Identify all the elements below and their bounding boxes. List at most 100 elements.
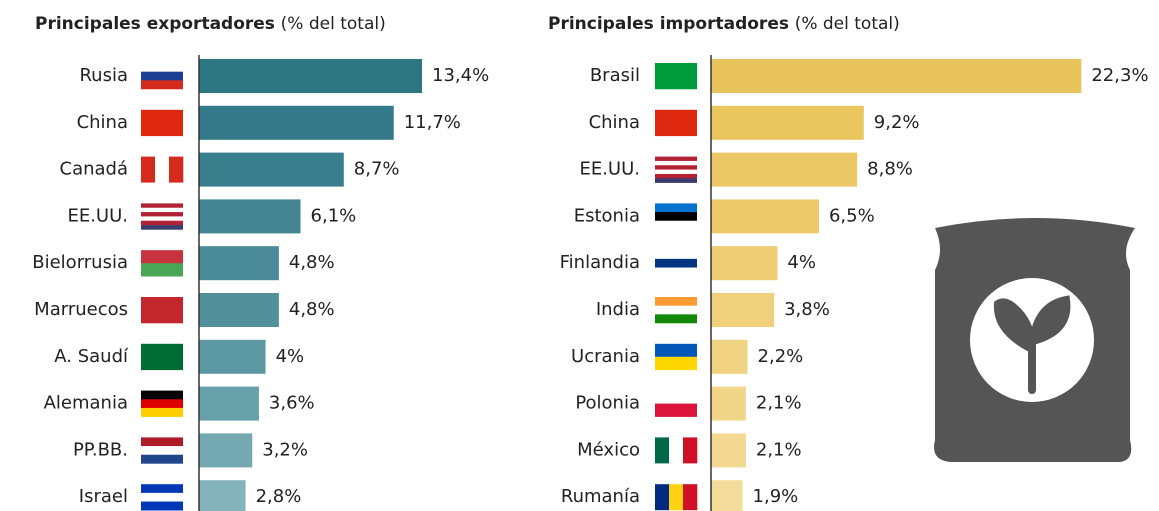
bar [199,199,301,234]
flag-stripe [655,484,670,511]
flag [655,250,697,277]
value-label: 3,6% [269,393,315,414]
flag-stripe [655,390,697,404]
flag [655,63,697,90]
bar [711,293,775,327]
flag-stripe [655,173,697,179]
bar [199,480,246,511]
flag [655,109,697,137]
value-label: 4,8% [289,299,335,320]
bar [711,339,748,374]
category-label: México [577,439,640,460]
flag-stripe [141,343,183,371]
flag-stripe [169,156,184,183]
value-label: 9,2% [874,112,920,133]
flag-stripe [141,207,183,213]
flag [141,297,183,324]
flag-stripe [141,454,183,464]
value-label: 2,8% [256,486,302,507]
flag-stripe [141,63,183,72]
value-label: 22,3% [1091,65,1148,86]
flag-stripe [655,437,670,464]
bar [711,59,1082,93]
bar [199,339,266,374]
value-label: 3,8% [784,299,830,320]
value-label: 3,2% [262,439,308,460]
category-label: A. Saudí [54,346,129,367]
flag-stripe [141,71,183,81]
chart-title: Principales exportadores (% del total) [35,13,386,34]
bar [711,246,778,281]
flag [655,484,698,511]
bar [199,59,423,93]
value-label: 4% [787,252,816,273]
flag [141,250,183,277]
flag-stripe [655,403,697,417]
flag-stripe [669,484,684,511]
value-label: 2,1% [756,393,802,414]
value-label: 2,1% [756,439,802,460]
bar [199,246,279,281]
category-label: Bielorrusia [32,252,128,273]
bar [711,433,746,468]
flag-stripe [655,109,697,137]
flag-stripe [669,437,684,464]
flag-stripe [141,263,183,277]
chart-title: Principales importadores (% del total) [548,13,900,34]
category-label: China [589,112,640,133]
flag-stripe [655,169,697,175]
flag [141,437,183,464]
flag-stripe [141,220,183,226]
value-label: 13,4% [432,65,489,86]
category-label: Finlandia [560,252,640,273]
bar [711,480,743,511]
category-label: Marruecos [34,299,128,320]
flag [655,156,697,183]
title: Principales exportadores [35,14,275,34]
flag-stripe [655,258,697,268]
flag-stripe [655,297,697,306]
flag-stripe [141,156,156,183]
category-label: EE.UU. [579,159,640,180]
flag-stripe [141,212,183,217]
bar [711,152,858,187]
bar [199,105,394,140]
bar [199,433,253,468]
flag-stripe [141,203,183,209]
flag-stripe [141,501,183,511]
flag-stripe [655,178,697,183]
flag [141,63,183,90]
value-label: 11,7% [404,112,461,133]
value-label: 4% [276,346,305,367]
flag-stripe [141,250,183,264]
flag-stripe [155,156,170,183]
category-label: Rusia [79,65,128,86]
bag-icon [934,218,1135,462]
bar [199,152,344,187]
bar [711,105,864,140]
bar [711,386,746,421]
flag-stripe [655,165,697,170]
flag [141,203,183,230]
flag [655,297,697,324]
flag [655,390,697,417]
category-label: India [596,299,640,320]
flag [141,109,183,137]
bar [711,199,819,234]
category-label: Estonia [574,205,640,226]
category-label: Israel [79,486,128,507]
flag-stripe [141,109,183,137]
subtitle: (% del total) [795,14,900,34]
category-label: Brasil [590,65,640,86]
flag-stripe [141,80,183,90]
bar [199,293,279,327]
flag-stripe [655,343,697,358]
flag-stripe [141,446,183,456]
flag [655,343,697,371]
flag [141,343,183,371]
flag-stripe [655,356,697,371]
flag [141,390,183,417]
title: Principales importadores [548,14,789,34]
flag-stripe [141,225,183,230]
